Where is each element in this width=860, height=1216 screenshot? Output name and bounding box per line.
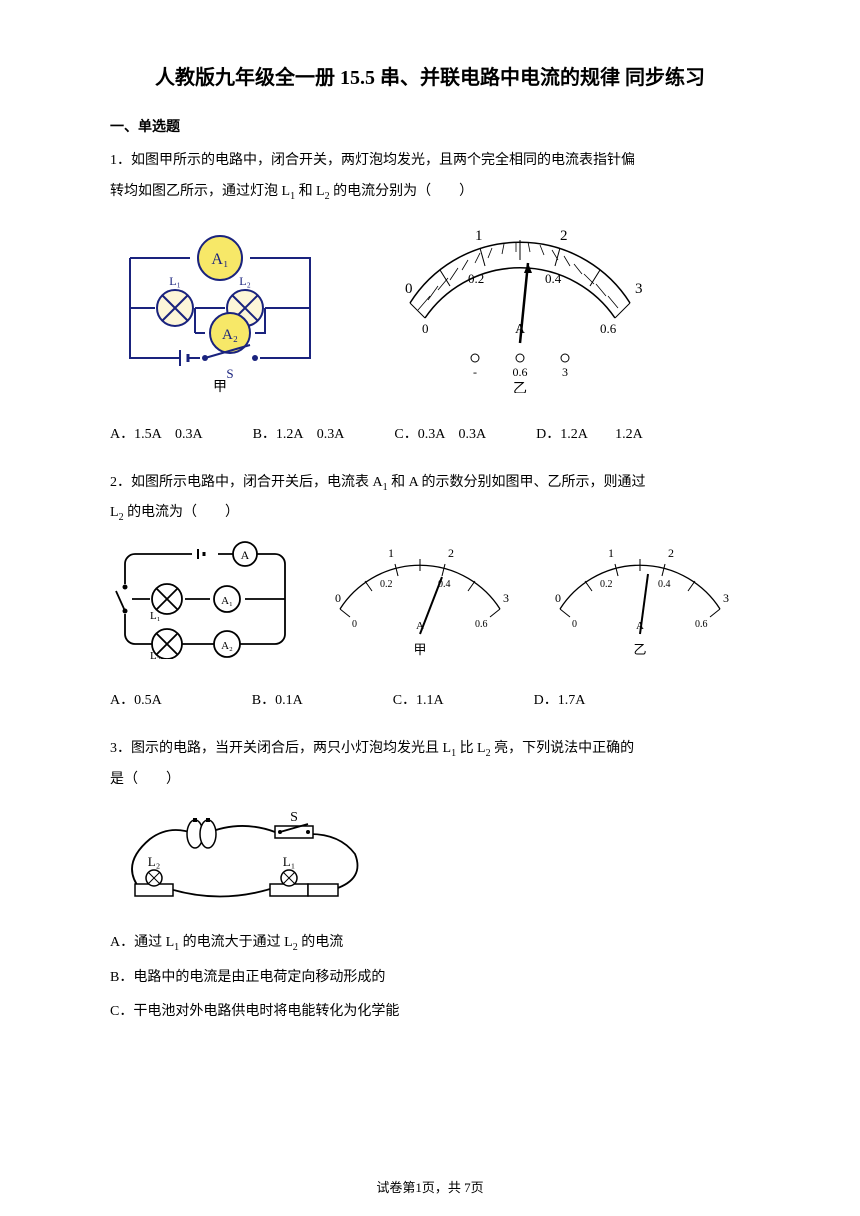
- q1-opt-a: A．1.5A 0.3A: [110, 423, 203, 443]
- q1-line2a: 转均如图乙所示，通过灯泡 L: [110, 184, 290, 199]
- svg-text:3: 3: [562, 365, 568, 379]
- q3a3: 的电流: [298, 935, 344, 950]
- svg-text:L₁: L₁: [150, 610, 161, 622]
- q3-line1b: 比 L: [456, 741, 486, 756]
- svg-text:0.6: 0.6: [513, 365, 528, 379]
- q2-line1b: 和 A 的示数分别如图甲、乙所示，则通过: [388, 475, 646, 490]
- q2-opt-c: C．1.1A: [393, 689, 444, 709]
- svg-text:乙: 乙: [513, 381, 527, 393]
- section-header: 一、单选题: [110, 116, 750, 136]
- svg-text:S: S: [290, 810, 298, 825]
- svg-text:2: 2: [560, 228, 568, 244]
- q3-opt-b: B．电路中的电流是由正电荷定向移动形成的: [110, 964, 750, 992]
- svg-text:A₁: A₁: [211, 251, 228, 268]
- q2-figures: A L₁ A₁ L₂ A₂: [110, 539, 750, 664]
- q3a2: 的电流大于通过 L: [179, 935, 293, 950]
- svg-text:L₂: L₂: [148, 854, 160, 869]
- q1-options: A．1.5A 0.3A B．1.2A 0.3A C．0.3A 0.3A D．1.…: [110, 423, 750, 443]
- q1-opt-d: D．1.2A 1.2A: [536, 423, 643, 443]
- q1-figures: A₁ L₁ L₂ A₂ S 甲: [110, 218, 750, 398]
- svg-text:L₁: L₁: [283, 854, 295, 869]
- q2-opt-b: B．0.1A: [252, 689, 303, 709]
- svg-text:A₁: A₁: [221, 595, 233, 607]
- svg-text:0: 0: [422, 321, 429, 336]
- q2-opt-a: A．0.5A: [110, 689, 162, 709]
- q2-meter1: 01 23 00.2 0.40.6 A 甲: [320, 539, 520, 664]
- q2-text: 2．如图所示电路中，闭合开关后，电流表 A1 和 A 的示数分别如图甲、乙所示，…: [110, 468, 750, 530]
- svg-text:2: 2: [448, 546, 454, 560]
- svg-text:L₂: L₂: [239, 274, 251, 288]
- svg-text:3: 3: [503, 591, 509, 605]
- svg-text:甲: 甲: [413, 642, 426, 657]
- svg-text:A: A: [515, 322, 526, 337]
- svg-text:2: 2: [668, 546, 674, 560]
- svg-text:A₂: A₂: [222, 327, 238, 343]
- q1-opt-c: C．0.3A 0.3A: [394, 423, 486, 443]
- svg-text:-: -: [473, 365, 477, 379]
- q1-line1: 1．如图甲所示的电路中，闭合开关，两灯泡均发光，且两个完全相同的电流表指针偏: [110, 153, 635, 168]
- svg-text:S: S: [226, 366, 233, 381]
- q3-line1c: 亮，下列说法中正确的: [491, 741, 635, 756]
- svg-text:1: 1: [475, 228, 483, 244]
- q2-meter2: 0 1 2 3 0 0.2 0.4 0.6 A 乙: [540, 539, 740, 664]
- q3-opt-c: C．干电池对外电路供电时将电能转化为化学能: [110, 998, 750, 1026]
- svg-text:0.4: 0.4: [545, 271, 562, 286]
- svg-text:0: 0: [405, 281, 413, 297]
- svg-text:0.6: 0.6: [475, 619, 488, 630]
- q3a1: A．通过 L: [110, 935, 174, 950]
- q2-options: A．0.5A B．0.1A C．1.1A D．1.7A: [110, 689, 750, 709]
- q1-line2b: 和 L: [295, 184, 325, 199]
- svg-text:0: 0: [352, 619, 357, 630]
- svg-text:1: 1: [388, 546, 394, 560]
- q1-opt-b: B．1.2A 0.3A: [253, 423, 345, 443]
- svg-text:0.2: 0.2: [468, 271, 484, 286]
- svg-text:0: 0: [572, 619, 577, 630]
- svg-text:0.6: 0.6: [600, 321, 617, 336]
- svg-text:0.4: 0.4: [658, 579, 671, 590]
- q3-figure: S L₂ L₁: [110, 804, 750, 919]
- q3-options: A．通过 L1 的电流大于通过 L2 的电流 B．电路中的电流是由正电荷定向移动…: [110, 929, 750, 1026]
- q2-opt-d: D．1.7A: [534, 689, 586, 709]
- q1-meter: 0 1 2 3 0 0.2 0.4 0.6 A - 0.6 3 乙: [380, 218, 660, 398]
- q3-text: 3．图示的电路，当开关闭合后，两只小灯泡均发光且 L1 比 L2 亮，下列说法中…: [110, 734, 750, 796]
- q2-line2b: 的电流为（ ）: [124, 505, 240, 520]
- q2-line1a: 2．如图所示电路中，闭合开关后，电流表 A: [110, 475, 383, 490]
- svg-text:3: 3: [635, 281, 643, 297]
- svg-text:0: 0: [335, 591, 341, 605]
- q2-circuit: A L₁ A₁ L₂ A₂: [110, 539, 300, 664]
- svg-text:A: A: [636, 620, 644, 632]
- svg-text:乙: 乙: [633, 642, 646, 657]
- page-footer: 试卷第1页，共 7页: [0, 1177, 860, 1196]
- q3-line2: 是（ ）: [110, 772, 180, 787]
- svg-text:3: 3: [723, 591, 729, 605]
- svg-text:A: A: [241, 548, 250, 562]
- q1-line2c: 的电流分别为（ ）: [330, 184, 474, 199]
- q3-line1a: 3．图示的电路，当开关闭合后，两只小灯泡均发光且 L: [110, 741, 451, 756]
- q2-line2a: L: [110, 505, 119, 520]
- svg-text:0: 0: [555, 591, 561, 605]
- svg-text:0.2: 0.2: [380, 579, 393, 590]
- svg-text:L₁: L₁: [169, 274, 181, 288]
- q1-text: 1．如图甲所示的电路中，闭合开关，两灯泡均发光，且两个完全相同的电流表指针偏 转…: [110, 146, 750, 208]
- svg-text:甲: 甲: [213, 380, 227, 393]
- svg-text:0.2: 0.2: [600, 579, 613, 590]
- svg-text:A₂: A₂: [221, 640, 233, 652]
- page-title: 人教版九年级全一册 15.5 串、并联电路中电流的规律 同步练习: [110, 60, 750, 96]
- svg-text:A: A: [416, 620, 424, 632]
- svg-text:1: 1: [608, 546, 614, 560]
- q1-circuit: A₁ L₁ L₂ A₂ S 甲: [110, 218, 340, 398]
- q3-opt-a: A．通过 L1 的电流大于通过 L2 的电流: [110, 929, 750, 958]
- svg-text:L₂: L₂: [150, 650, 161, 659]
- svg-text:0.6: 0.6: [695, 619, 708, 630]
